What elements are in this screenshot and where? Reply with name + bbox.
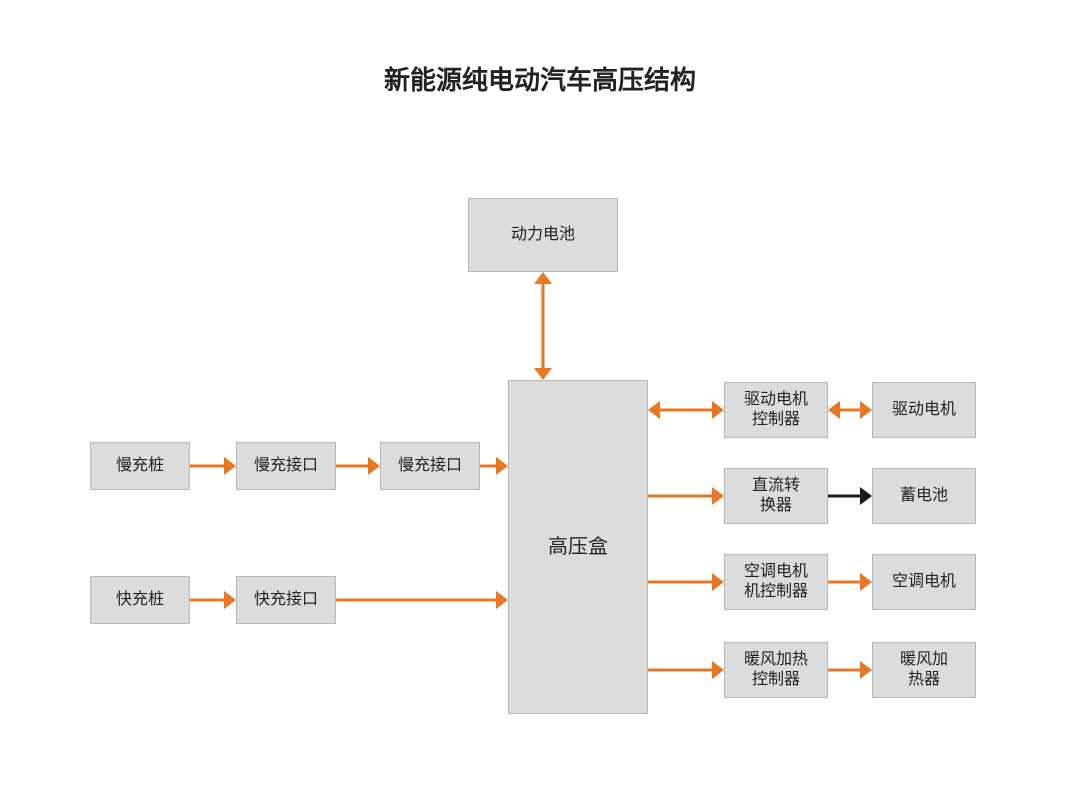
node-fast_port: 快充接口 xyxy=(236,576,336,624)
node-ac_motor: 空调电机 xyxy=(872,554,976,610)
node-aux_batt: 蓄电池 xyxy=(872,468,976,524)
diagram-canvas: 新能源纯电动汽车高压结构 动力电池高压盒慢充桩慢充接口慢充接口快充桩快充接口驱动… xyxy=(0,0,1080,810)
node-battery: 动力电池 xyxy=(468,198,618,272)
node-slow_port_2: 慢充接口 xyxy=(380,442,480,490)
node-ac_ctrl: 空调电机 机控制器 xyxy=(724,554,828,610)
node-slow_station: 慢充桩 xyxy=(90,442,190,490)
node-heater_ctrl: 暖风加热 控制器 xyxy=(724,642,828,698)
node-dcdc: 直流转 换器 xyxy=(724,468,828,524)
node-heater: 暖风加 热器 xyxy=(872,642,976,698)
node-slow_port_1: 慢充接口 xyxy=(236,442,336,490)
node-motor_ctrl: 驱动电机 控制器 xyxy=(724,382,828,438)
node-hvbox: 高压盒 xyxy=(508,380,648,714)
node-fast_station: 快充桩 xyxy=(90,576,190,624)
diagram-title: 新能源纯电动汽车高压结构 xyxy=(0,60,1080,97)
node-motor: 驱动电机 xyxy=(872,382,976,438)
